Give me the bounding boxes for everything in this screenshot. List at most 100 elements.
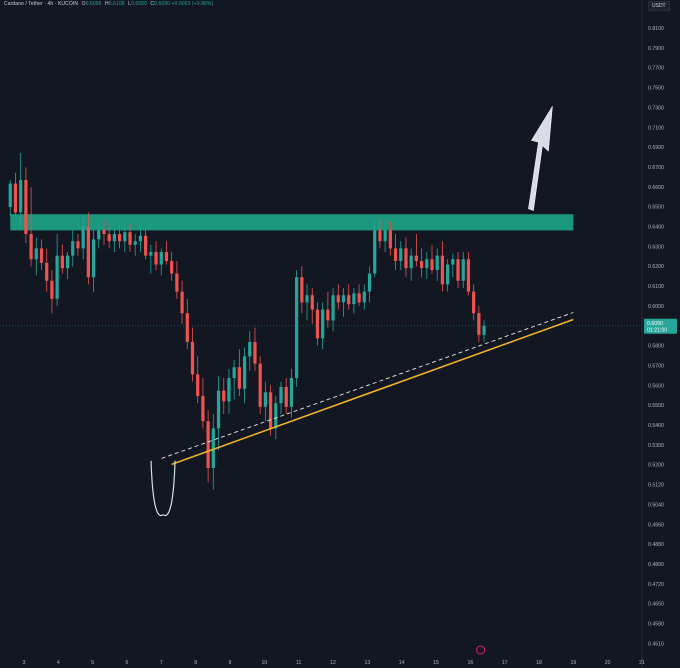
- y-tick-label: 0.5800: [648, 344, 664, 350]
- candle-body: [331, 295, 335, 321]
- y-tick-label: 0.4880: [648, 542, 664, 548]
- dashed-channel-line: [161, 312, 574, 459]
- candle-body: [170, 261, 174, 274]
- candle-body: [388, 230, 392, 249]
- candle-body: [300, 277, 304, 303]
- x-tick-label: 21: [639, 660, 645, 666]
- y-tick-label: 0.7900: [648, 46, 664, 52]
- x-tick-label: 15: [433, 660, 439, 666]
- resistance-zone: [10, 214, 574, 231]
- y-tick-label: 0.8100: [648, 26, 664, 32]
- candle-body: [383, 230, 387, 242]
- candle-body: [13, 183, 18, 213]
- x-tick-label: 16: [467, 660, 473, 666]
- candle-body: [466, 259, 471, 292]
- bottom-highlight-curve: [150, 460, 176, 517]
- candle-body: [477, 313, 481, 335]
- candle-body: [86, 226, 90, 278]
- candle-body: [227, 378, 231, 402]
- support-trendline: [171, 318, 574, 466]
- candle-body: [425, 259, 429, 269]
- currency-unit-button[interactable]: USDT: [648, 1, 670, 11]
- x-tick-label: 13: [364, 660, 370, 666]
- candle-body: [472, 291, 476, 314]
- x-tick-label: 7: [160, 660, 163, 666]
- candle-body: [232, 367, 236, 378]
- candle-body: [222, 390, 226, 402]
- open-label: O: [81, 1, 86, 7]
- candle-body: [117, 234, 122, 242]
- candle-body: [341, 295, 346, 303]
- y-tick-label: 0.7100: [648, 125, 664, 131]
- candle-body: [393, 248, 398, 261]
- candle-body: [378, 230, 382, 242]
- candle-body: [159, 252, 163, 265]
- y-tick-label: 0.5120: [648, 483, 664, 489]
- candle-body: [336, 295, 340, 303]
- y-tick-label: 0.6300: [648, 244, 664, 250]
- y-tick-label: 0.5600: [648, 383, 664, 389]
- candle-body: [24, 180, 28, 234]
- candle-body: [138, 235, 143, 242]
- y-tick-label: 0.6400: [648, 225, 664, 231]
- candle-body: [373, 230, 377, 274]
- close-label: C: [150, 1, 155, 7]
- current-price-label: 0.6090: [647, 321, 663, 327]
- y-tick-label: 0.4960: [648, 522, 664, 528]
- candle-body: [242, 356, 247, 389]
- y-tick-label: 0.5300: [648, 443, 664, 449]
- up-arrow-icon: [528, 106, 553, 211]
- x-tick-label: 14: [399, 660, 405, 666]
- high-label: H: [104, 1, 109, 7]
- y-tick-label: 0.6600: [648, 185, 664, 191]
- candle-body: [362, 291, 366, 303]
- candle-body: [128, 232, 132, 245]
- candle-body: [321, 309, 325, 339]
- candle-body: [315, 309, 320, 339]
- candle-body: [81, 226, 85, 249]
- candle-body: [76, 241, 80, 249]
- candle-body: [268, 392, 273, 429]
- y-tick-label: 0.6000: [648, 304, 664, 310]
- candle-body: [112, 234, 117, 242]
- change-value: +0.0053 (+0.88%): [171, 1, 214, 7]
- close-value: 0.6090: [154, 1, 171, 7]
- candle-body: [326, 309, 330, 321]
- candle-body: [482, 325, 486, 335]
- candle-body: [60, 255, 64, 269]
- candle-body: [414, 255, 418, 261]
- candle-body: [185, 313, 189, 342]
- candle-body: [310, 295, 314, 310]
- candle-body: [65, 255, 70, 269]
- y-tick-label: 0.6200: [648, 264, 664, 270]
- symbol-name: Cardano / Tether · 4h · KUCOIN: [4, 1, 79, 7]
- y-tick-label: 0.7500: [648, 86, 664, 92]
- candle-body: [71, 241, 75, 256]
- candle-body: [404, 248, 408, 269]
- candle-body: [19, 180, 23, 213]
- y-tick-label: 0.5700: [648, 363, 664, 369]
- candle-body: [201, 396, 205, 422]
- candle-body: [8, 183, 12, 207]
- candle-body: [279, 387, 283, 404]
- candle-body: [409, 255, 413, 269]
- candle-body: [164, 252, 169, 261]
- candle-body: [102, 230, 106, 234]
- candle-body: [419, 261, 424, 269]
- candle-body: [357, 293, 361, 303]
- x-tick-label: 11: [296, 660, 301, 666]
- candle-body: [237, 367, 241, 389]
- candle-body: [34, 248, 38, 260]
- symbol-header: Cardano / Tether · 4h · KUCOIN O0.6095 H…: [4, 1, 213, 7]
- open-value: 0.6095: [85, 1, 102, 7]
- candle-body: [107, 234, 111, 242]
- y-tick-label: 0.5400: [648, 423, 664, 429]
- candle-body: [367, 273, 372, 292]
- candle-body: [399, 248, 403, 261]
- x-tick-label: 17: [502, 660, 508, 666]
- candle-body: [190, 342, 195, 375]
- candle-body: [289, 378, 294, 407]
